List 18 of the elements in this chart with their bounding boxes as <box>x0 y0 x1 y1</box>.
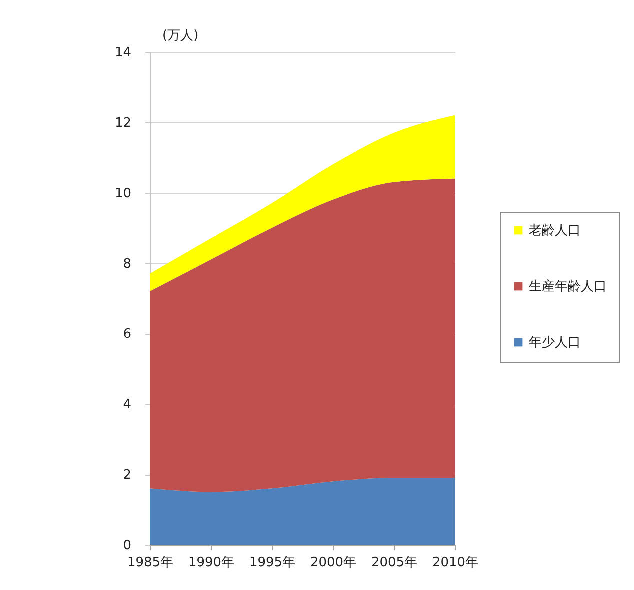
y-tick-label: 14 <box>114 46 132 60</box>
legend-label: 年少人口 <box>529 336 581 350</box>
x-tick-label: 1995年 <box>249 556 296 570</box>
y-tick-label: 8 <box>123 256 132 272</box>
x-tick-label: 2010年 <box>432 556 479 570</box>
y-tick-label: 12 <box>114 116 132 131</box>
y-tick-label: 6 <box>123 327 132 342</box>
x-tick-label: 1985年 <box>127 556 174 570</box>
y-tick-label: 4 <box>123 398 132 413</box>
y-tick-label: 2 <box>123 468 132 484</box>
y-axis-title: (万人) <box>162 28 199 44</box>
y-tick-label: 0 <box>123 538 132 554</box>
legend-label: 生産年齢人口 <box>529 278 607 294</box>
x-tick-label: 1990年 <box>188 556 235 570</box>
x-tick-label: 2005年 <box>371 556 418 570</box>
x-tick-label: 2000年 <box>310 556 357 570</box>
legend-label: 老齢人口 <box>529 224 581 238</box>
y-tick-label: 10 <box>114 186 132 202</box>
